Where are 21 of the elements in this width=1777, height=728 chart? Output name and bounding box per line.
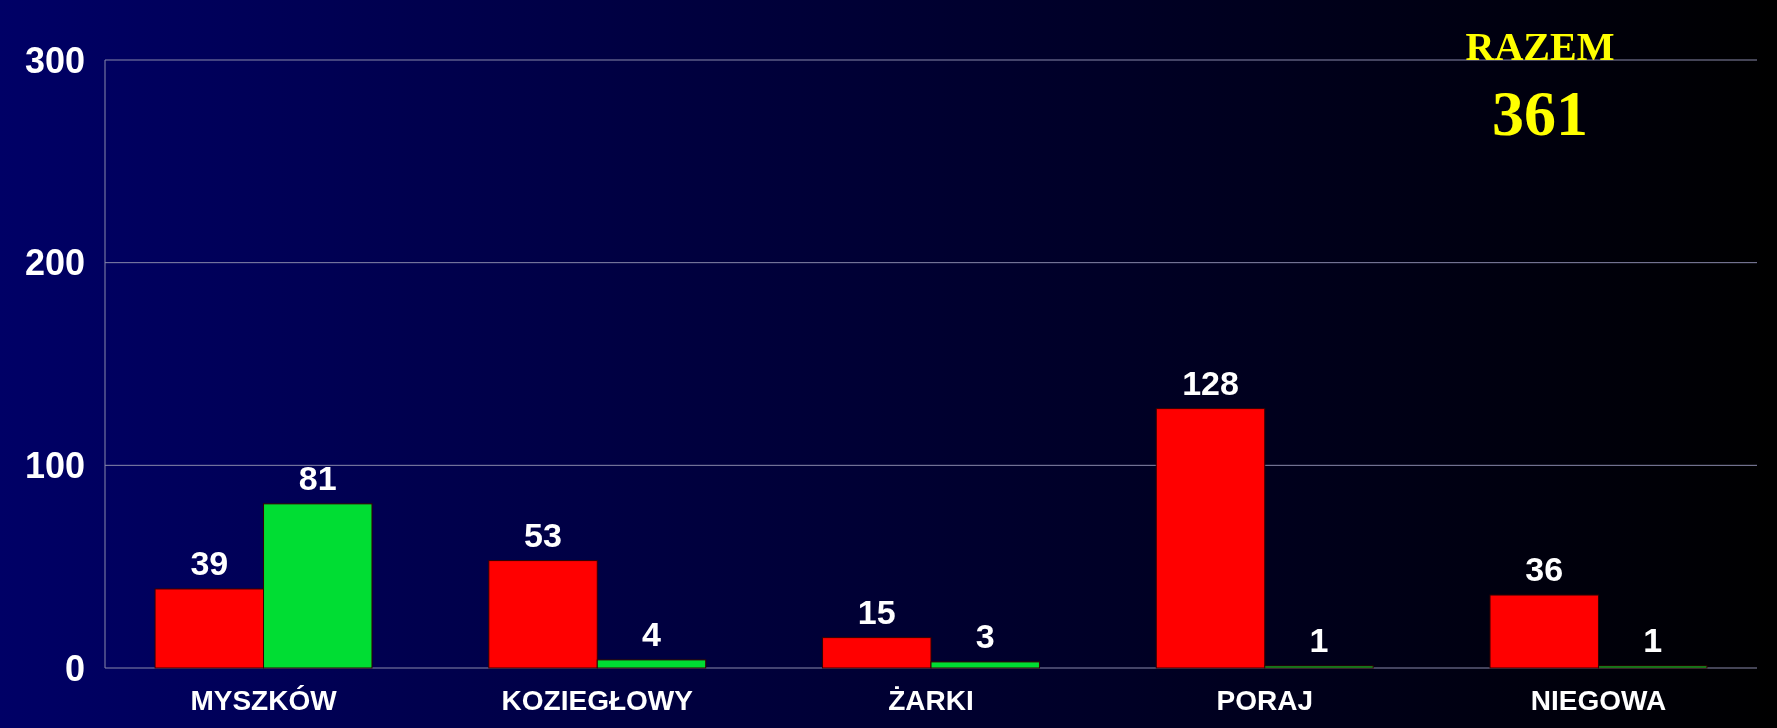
y-tick-label: 100: [24, 444, 85, 486]
data-label: 81: [298, 458, 337, 497]
annotation: 361: [1492, 78, 1588, 149]
y-tick-label: 300: [24, 39, 85, 81]
x-tick-label: PORAJ: [1216, 685, 1313, 716]
x-tick-label: NIEGOWA: [1530, 685, 1667, 716]
y-tick-label: 0: [64, 647, 85, 689]
data-label: 1: [1643, 620, 1663, 659]
x-tick-label: ŻARKI: [888, 685, 974, 716]
data-label: 3: [975, 616, 995, 655]
data-label: 36: [1525, 550, 1564, 589]
data-label: 53: [524, 515, 562, 554]
data-label: 1: [1309, 620, 1329, 659]
data-label: 15: [857, 592, 896, 631]
data-label: 4: [642, 614, 662, 653]
data-label: 128: [1182, 363, 1239, 402]
x-tick-label: MYSZKÓW: [190, 685, 338, 716]
annotation: RAZEM: [1465, 24, 1615, 69]
y-tick-label: 200: [24, 242, 85, 284]
x-tick-label: KOZIEGŁOWY: [501, 685, 694, 716]
data-label: 39: [190, 543, 229, 582]
